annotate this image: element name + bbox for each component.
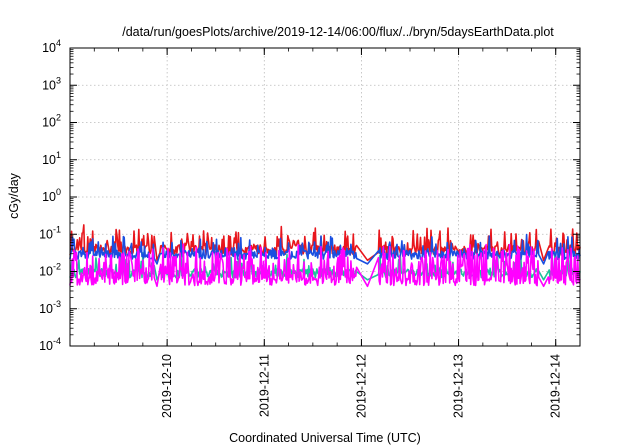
x-tick-label: 2019-12-12 bbox=[354, 354, 368, 418]
y-tick-label: 102 bbox=[42, 113, 61, 130]
x-tick-label: 2019-12-13 bbox=[452, 354, 466, 418]
y-tick-label: 10-1 bbox=[39, 224, 61, 241]
y-tick-label: 10-2 bbox=[39, 262, 61, 279]
y-tick-label: 104 bbox=[42, 38, 61, 55]
x-tick-label: 2019-12-14 bbox=[549, 354, 563, 418]
x-axis-label: Coordinated Universal Time (UTC) bbox=[229, 431, 421, 445]
series-line-1 bbox=[69, 224, 581, 262]
y-axis-ticks: 10-4 10-3 10-2 10-1 100 101 102 103 104 bbox=[39, 38, 580, 353]
grid-lines bbox=[70, 48, 580, 346]
y-tick-label: 10-4 bbox=[39, 336, 61, 353]
x-tick-label: 2019-12-10 bbox=[160, 354, 174, 418]
y-tick-label: 100 bbox=[42, 187, 61, 204]
y-tick-label: 103 bbox=[42, 75, 61, 92]
x-tick-label: 2019-12-11 bbox=[257, 354, 271, 417]
y-axis-label: cGy/day bbox=[7, 172, 21, 219]
chart-title: /data/run/goesPlots/archive/2019-12-14/0… bbox=[122, 25, 554, 39]
x-axis-ticks: 2019-12-10 2019-12-11 2019-12-12 2019-12-13… bbox=[69, 48, 581, 418]
y-tick-label: 101 bbox=[42, 150, 61, 167]
series-line-4 bbox=[69, 243, 581, 288]
data-series bbox=[69, 224, 581, 288]
y-tick-label: 10-3 bbox=[39, 299, 61, 316]
